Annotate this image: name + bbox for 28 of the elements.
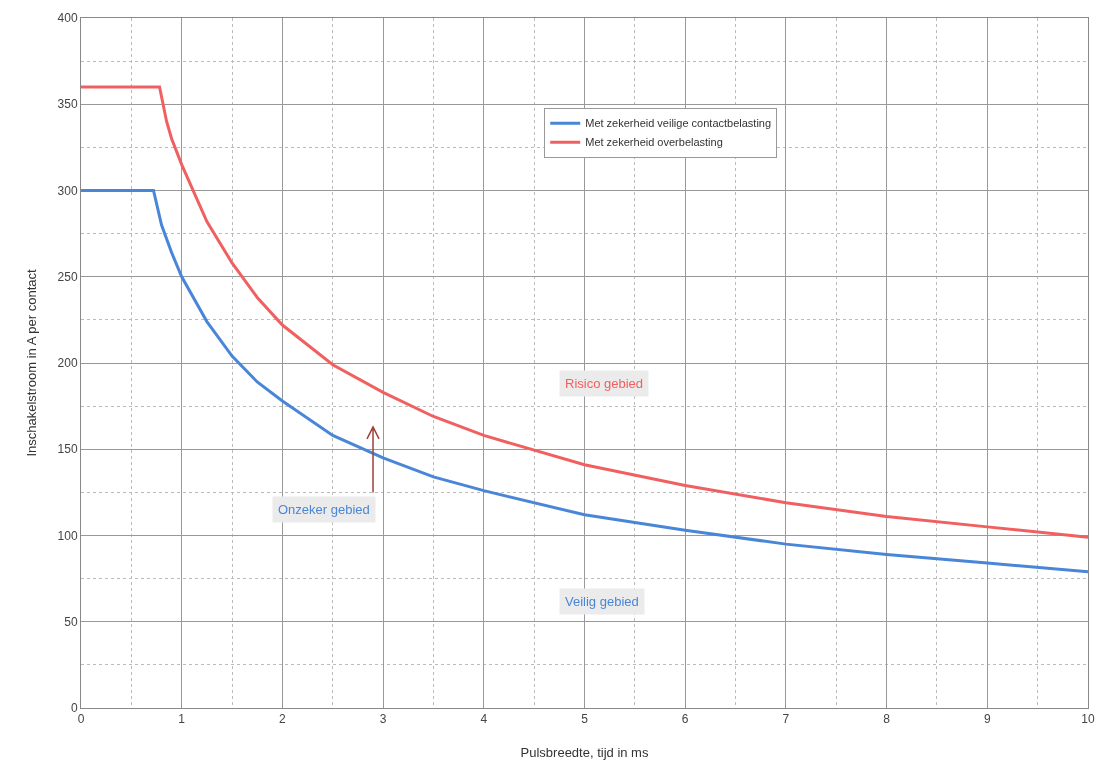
x-tick-label: 3 [379,712,387,727]
annotation: Onzeker gebied [278,502,370,517]
y-tick-label: 100 [57,528,78,543]
x-tick-label: 7 [782,712,790,727]
y-tick-label: 300 [57,183,78,198]
x-axis-title: Pulsbreedte, tijd in ms [520,745,649,760]
annotation: Veilig gebied [565,594,639,609]
y-tick-label: 50 [64,614,78,629]
x-tick-label: 1 [178,712,186,727]
y-tick-label: 150 [57,442,78,457]
line-series [81,189,1088,574]
annotation: Risico gebied [565,376,644,391]
x-tick-label: 6 [681,712,689,727]
x-tick-label: 9 [983,712,991,727]
y-tick-label: 350 [57,97,78,112]
y-axis-title: Inschakelstroom in A per contact [23,269,39,457]
y-tick-label: 200 [57,356,78,371]
legend-label: Met zekerheid overbelasting [585,136,723,149]
x-tick-label: 4 [480,712,488,727]
y-tick-label: 250 [57,269,78,284]
y-tick-label: 400 [57,11,78,26]
y-tick-label: 0 [70,701,78,716]
x-tick-label: 10 [1081,712,1095,727]
line-series [81,85,1088,539]
x-tick-label: 8 [883,712,891,727]
x-tick-label: 5 [581,712,589,727]
legend-label: Met zekerheid veilige contactbelasting [585,117,772,130]
x-tick-label: 2 [279,712,287,727]
